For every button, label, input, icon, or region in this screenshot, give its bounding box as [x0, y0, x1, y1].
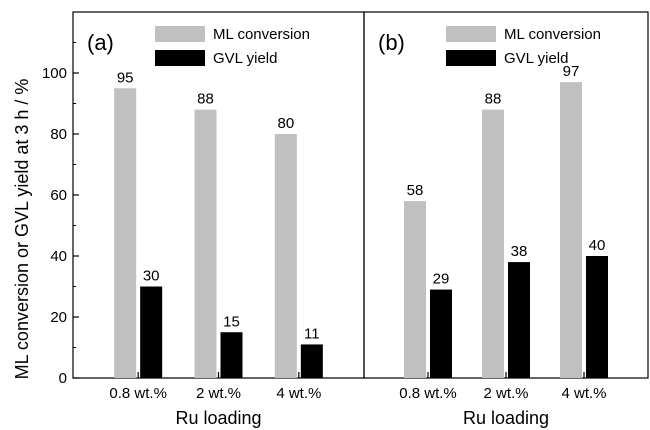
bar-ml-conversion — [560, 82, 582, 379]
x-tick-label: 2 wt.% — [196, 385, 241, 402]
legend-label: ML conversion — [504, 26, 601, 43]
legend-label: GVL yield — [504, 50, 568, 67]
data-label: 40 — [589, 237, 606, 254]
legend-swatch — [155, 26, 205, 42]
y-tick-label: 20 — [50, 309, 67, 326]
data-label: 38 — [511, 243, 528, 260]
bar-ml-conversion — [194, 109, 217, 378]
data-label: 80 — [277, 115, 294, 132]
x-tick-label: 4 wt.% — [561, 385, 606, 402]
y-tick-label: 0 — [59, 370, 67, 387]
data-label: 58 — [407, 182, 424, 199]
data-label: 29 — [433, 271, 450, 288]
bar-ml-conversion — [482, 109, 504, 378]
bar-gvl-yield — [140, 286, 163, 378]
legend-swatch — [446, 26, 496, 42]
x-tick-label: 0.8 wt.% — [399, 385, 457, 402]
bar-ml-conversion — [114, 88, 137, 378]
data-label: 30 — [143, 268, 160, 285]
bar-gvl-yield — [220, 332, 243, 378]
bar-ml-conversion — [274, 134, 297, 378]
panel-b: 0.8 wt.% 58 29 2 wt.% 88 38 4 wt.% 97 40 Ru loadi… — [363, 11, 649, 428]
legend-label: GVL yield — [213, 50, 277, 67]
legend-swatch — [155, 50, 205, 66]
x-tick-label: 0.8 wt.% — [109, 385, 167, 402]
panel-label: (a) — [87, 30, 114, 55]
bar-ml-conversion — [404, 201, 426, 378]
y-tick-label: 80 — [50, 126, 67, 143]
panel-label: (b) — [378, 30, 405, 55]
bar-gvl-yield — [300, 344, 323, 378]
x-axis-title: Ru loading — [175, 408, 261, 428]
y-axis-title-group: ML conversion or GVL yield at 3 h / % — [12, 79, 32, 380]
bar-gvl-yield — [508, 262, 530, 378]
x-axis-title: Ru loading — [463, 408, 549, 428]
y-axis-title: ML conversion or GVL yield at 3 h / % — [12, 79, 32, 380]
data-label: 88 — [485, 91, 502, 108]
x-tick-label: 2 wt.% — [483, 385, 528, 402]
y-tick-label: 60 — [50, 187, 67, 204]
data-label: 15 — [223, 313, 240, 330]
data-label: 95 — [117, 69, 134, 86]
data-label: 88 — [197, 91, 214, 108]
data-label: 11 — [304, 325, 320, 342]
x-tick-label: 4 wt.% — [276, 385, 321, 402]
bar-gvl-yield — [430, 289, 452, 378]
legend-swatch — [446, 50, 496, 66]
y-tick-label: 100 — [42, 65, 67, 82]
legend-label: ML conversion — [213, 26, 310, 43]
bar-gvl-yield — [586, 256, 608, 378]
panel-a: 0 20 40 60 80 100 0.8 wt.% 95 30 2 wt.% 88 15 4 wt.%… — [42, 11, 365, 428]
data-label: 97 — [563, 63, 580, 80]
y-tick-label: 40 — [50, 248, 67, 265]
